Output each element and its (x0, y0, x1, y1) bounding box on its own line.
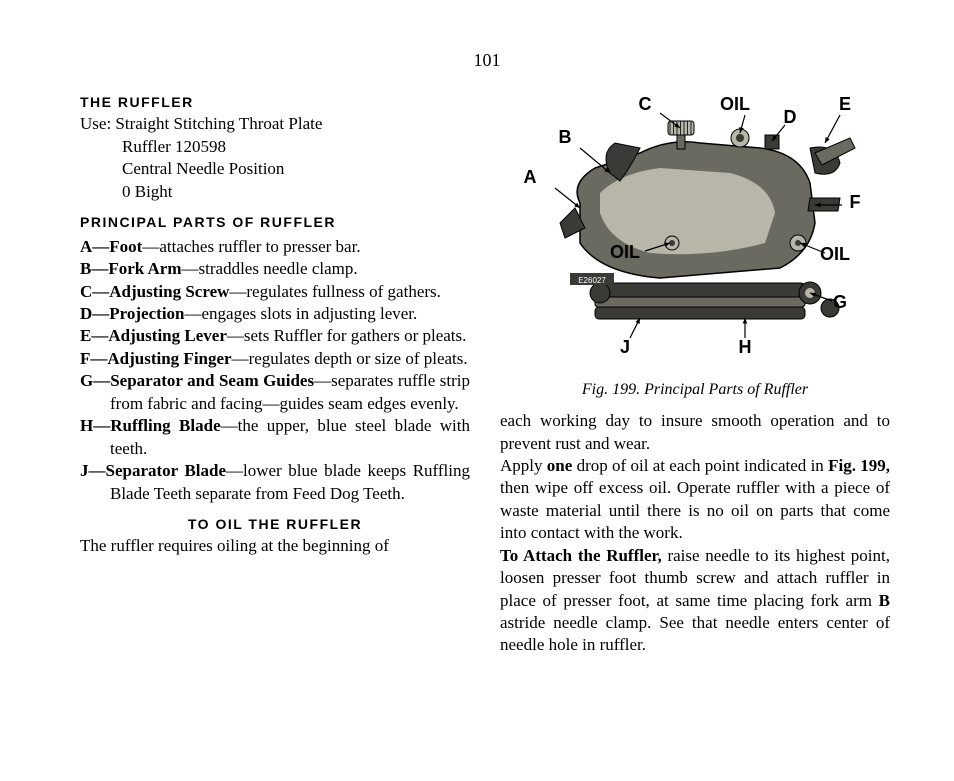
paragraph-oil-continue: each working day to insure smooth operat… (500, 410, 890, 455)
svg-text:OIL: OIL (720, 94, 750, 114)
paragraph-attach: To Attach the Ruffler, raise needle to i… (500, 545, 890, 657)
use-line-3: 0 Bight (80, 181, 470, 203)
left-column: THE RUFFLER Use: Straight Stitching Thro… (80, 93, 470, 657)
bold-B: B (879, 591, 890, 610)
use-line-2: Central Needle Position (80, 158, 470, 180)
svg-text:J: J (620, 337, 630, 357)
part-item-H: H—Ruffling Blade—the upper, blue steel b… (80, 415, 470, 460)
part-item-B: B—Fork Arm—straddles needle clamp. (80, 258, 470, 280)
bold-to-attach: To Attach the Ruffler, (500, 546, 662, 565)
text: drop of oil at each point indicated in (572, 456, 828, 475)
heading-principal-parts: PRINCIPAL PARTS OF RUFFLER (80, 213, 470, 231)
use-line-0: Straight Stitching Throat Plate (115, 114, 322, 133)
text: then wipe off excess oil. Operate ruffle… (500, 478, 890, 542)
svg-text:E: E (839, 94, 851, 114)
right-column: E26027 A B C OIL D E F OIL G H J OIL Fig. 199. Princ… (500, 93, 890, 657)
svg-text:OIL: OIL (610, 242, 640, 262)
oil-intro-paragraph: The ruffler requires oiling at the begin… (80, 535, 470, 557)
parts-list: A—Foot—attaches ruffler to presser bar.B… (80, 236, 470, 505)
figure-caption: Fig. 199. Principal Parts of Ruffler (500, 379, 890, 400)
svg-text:E26027: E26027 (578, 276, 606, 285)
bold-one: one (547, 456, 573, 475)
two-column-layout: THE RUFFLER Use: Straight Stitching Thro… (80, 93, 894, 657)
paragraph-apply-oil: Apply one drop of oil at each point indi… (500, 455, 890, 545)
use-label: Use: (80, 114, 111, 133)
svg-text:D: D (784, 107, 797, 127)
part-item-J: J—Separator Blade—lower blue blade keeps… (80, 460, 470, 505)
text: astride needle clamp. See that needle en… (500, 613, 890, 654)
svg-text:H: H (739, 337, 752, 357)
use-line-1: Ruffler 120598 (80, 136, 470, 158)
svg-text:C: C (639, 94, 652, 114)
part-item-F: F—Adjusting Finger—regulates depth or si… (80, 348, 470, 370)
heading-to-oil: TO OIL THE RUFFLER (80, 515, 470, 533)
part-item-E: E—Adjusting Lever—sets Ruffler for gathe… (80, 325, 470, 347)
svg-text:G: G (833, 292, 847, 312)
figure-199: E26027 A B C OIL D E F OIL G H J OIL Fig. 199. Princ… (500, 93, 890, 400)
part-item-G: G—Separator and Seam Guides—separates ru… (80, 370, 470, 415)
part-item-D: D—Projection—engages slots in adjusting … (80, 303, 470, 325)
svg-text:F: F (850, 192, 861, 212)
svg-text:B: B (559, 127, 572, 147)
part-item-C: C—Adjusting Screw—regulates fullness of … (80, 281, 470, 303)
svg-text:OIL: OIL (820, 244, 850, 264)
svg-text:A: A (524, 167, 537, 187)
part-item-A: A—Foot—attaches ruffler to presser bar. (80, 236, 470, 258)
use-block: Use: Straight Stitching Throat Plate Ruf… (80, 113, 470, 203)
bold-fig199: Fig. 199, (828, 456, 890, 475)
manual-page: 101 THE RUFFLER Use: Straight Stitching … (0, 0, 954, 781)
text: Apply (500, 456, 547, 475)
heading-the-ruffler: THE RUFFLER (80, 93, 470, 111)
ruffler-diagram: E26027 A B C OIL D E F OIL G H J OIL (510, 93, 880, 373)
page-number: 101 (80, 50, 894, 71)
